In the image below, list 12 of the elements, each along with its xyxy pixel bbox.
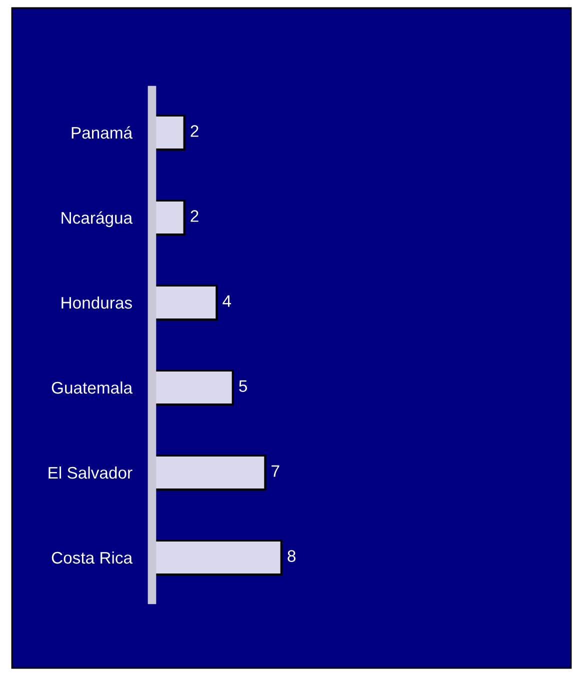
y-tick-label: Honduras <box>62 296 132 309</box>
data-label: 4 <box>222 295 232 307</box>
data-label: 5 <box>239 380 247 392</box>
y-tick-label: El Salvador <box>48 466 132 479</box>
y-tick-label: Panamá <box>72 126 133 139</box>
y-tick-label: Costa Rica <box>52 551 133 564</box>
data-label: 8 <box>288 550 296 562</box>
data-label: 2 <box>190 210 198 222</box>
data-label: 7 <box>272 465 280 477</box>
data-label: 2 <box>190 125 198 137</box>
y-tick-label: Guatemala <box>52 381 133 394</box>
y-tick-label: Ncarágua <box>62 211 133 228</box>
